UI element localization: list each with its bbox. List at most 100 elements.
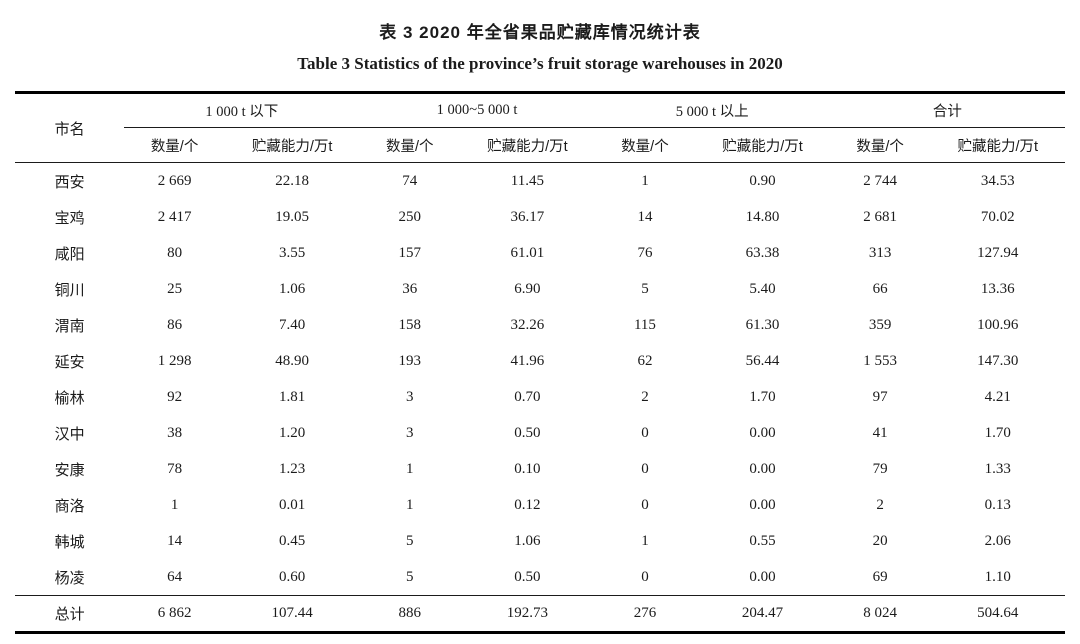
value-cell: 1.06 — [279, 280, 306, 297]
table-row: 宝鸡 2 417 19.05 250 36.17 14 14.80 2 681 70.02 — [15, 199, 1065, 235]
table-row: 铜川 25 1.06 36 6.90 5 5.40 66 13.36 — [15, 271, 1065, 307]
value-cell: 1 — [641, 532, 649, 549]
table-row: 安康 78 1.23 1 0.10 0 0.00 79 1.33 — [15, 451, 1065, 487]
value-cell: 0 — [641, 460, 649, 477]
group-header-over-5000t: 5 000 t 以上 — [594, 92, 830, 128]
value-cell: 0.00 — [749, 496, 776, 513]
value-cell: 1.23 — [279, 460, 306, 477]
value-cell: 5 — [359, 559, 461, 596]
value-cell: 76 — [637, 244, 653, 261]
city-cell: 渭南 — [54, 317, 85, 335]
total-row: 总计 6 862 107.44 886 192.73 276 204.47 8 024 504.… — [15, 596, 1065, 633]
value-cell: 2.06 — [984, 532, 1011, 549]
value-cell: 86 — [167, 316, 183, 333]
value-cell: 193 — [398, 352, 422, 369]
quantity-header-cell: 数量/个 — [594, 127, 696, 163]
value-cell: 127.94 — [977, 244, 1019, 261]
value-cell: 1 553 — [863, 352, 898, 369]
total-value-cell: 6 862 — [157, 605, 192, 621]
value-cell: 0 — [641, 424, 649, 441]
total-value-cell: 886 — [398, 605, 422, 621]
value-cell: 0.01 — [279, 496, 306, 513]
value-cell: 56.44 — [745, 352, 780, 369]
value-cell: 3.55 — [279, 244, 306, 261]
value-cell: 63.38 — [745, 244, 780, 261]
table-row: 汉中 38 1.20 3 0.50 0 0.00 41 1.70 — [15, 415, 1065, 451]
value-cell: 5 — [406, 532, 414, 549]
value-cell: 14 — [167, 532, 183, 549]
value-cell: 48.90 — [275, 352, 310, 369]
value-cell: 25 — [167, 280, 183, 297]
city-column-header: 市名 — [15, 92, 125, 163]
city-cell: 铜川 — [54, 281, 85, 299]
value-cell: 2 — [876, 496, 884, 513]
value-cell: 5 — [641, 280, 649, 297]
city-cell: 韩城 — [54, 533, 85, 551]
table-row: 延安 1 298 48.90 193 41.96 62 56.44 1 553 147.30 — [15, 343, 1065, 379]
value-cell: 38 — [167, 424, 183, 441]
value-cell: 0 — [641, 496, 649, 513]
value-cell: 14.80 — [745, 208, 780, 225]
table-row: 渭南 86 7.40 158 32.26 115 61.30 359 100.96 — [15, 307, 1065, 343]
value-cell: 19.05 — [275, 208, 310, 225]
value-cell: 69 — [829, 559, 931, 596]
table-row: 商洛 1 0.01 1 0.12 0 0.00 2 0.13 — [15, 487, 1065, 523]
value-cell: 1 — [406, 460, 414, 477]
value-cell: 62 — [637, 352, 653, 369]
total-value-cell: 192.73 — [506, 605, 548, 621]
total-value-cell: 276 — [633, 605, 657, 621]
city-cell: 咸阳 — [54, 245, 85, 263]
value-cell: 41.96 — [510, 352, 545, 369]
group-header-total: 合计 — [829, 92, 1065, 128]
table-caption-en: Table 3 Statistics of the province’s fru… — [297, 54, 783, 73]
value-cell: 3 — [406, 424, 414, 441]
value-cell: 0.45 — [279, 532, 306, 549]
value-cell: 0.50 — [514, 424, 541, 441]
capacity-header-cell: 贮藏能力/万t — [224, 127, 360, 163]
value-cell: 80 — [167, 244, 183, 261]
value-cell: 0.50 — [460, 559, 595, 596]
value-cell: 2 681 — [863, 208, 898, 225]
value-cell: 14 — [637, 208, 653, 225]
value-cell: 61.30 — [745, 316, 780, 333]
value-cell: 22.18 — [275, 172, 310, 189]
value-cell: 147.30 — [977, 352, 1019, 369]
city-cell: 宝鸡 — [54, 209, 85, 227]
value-cell: 2 669 — [157, 172, 192, 189]
value-cell: 13.36 — [980, 280, 1015, 297]
value-cell: 0.13 — [984, 496, 1011, 513]
value-cell: 157 — [398, 244, 422, 261]
value-cell: 0.00 — [749, 460, 776, 477]
value-cell: 66 — [872, 280, 888, 297]
value-cell: 64 — [124, 559, 225, 596]
value-cell: 5.40 — [749, 280, 776, 297]
table-body: 西安 2 669 22.18 74 11.45 1 0.90 2 744 34.53 宝鸡 2 41… — [15, 163, 1065, 596]
city-cell: 西安 — [54, 173, 85, 191]
city-cell: 商洛 — [54, 497, 85, 515]
table-row: 榆林 92 1.81 3 0.70 2 1.70 97 4.21 — [15, 379, 1065, 415]
value-cell: 115 — [633, 316, 656, 333]
value-cell: 100.96 — [977, 316, 1019, 333]
value-cell: 0.90 — [749, 172, 776, 189]
value-cell: 0 — [594, 559, 696, 596]
group-header-1000-5000t: 1 000~5 000 t — [359, 92, 595, 128]
value-cell: 20 — [872, 532, 888, 549]
fruit-storage-statistics-table: 市名 1 000 t 以下 1 000~5 000 t 5 000 t 以上 合… — [15, 91, 1065, 634]
value-cell: 2 417 — [157, 208, 192, 225]
total-value-cell: 204.47 — [741, 605, 784, 621]
value-cell: 0.10 — [514, 460, 541, 477]
value-cell: 0.55 — [749, 532, 776, 549]
value-cell: 0.00 — [695, 559, 830, 596]
value-cell: 1.06 — [514, 532, 541, 549]
value-cell: 79 — [872, 460, 888, 477]
value-cell: 1.10 — [930, 559, 1065, 596]
total-value-cell: 8 024 — [863, 605, 898, 621]
value-cell: 0.60 — [224, 559, 360, 596]
city-cell: 汉中 — [54, 425, 85, 443]
value-cell: 1 — [170, 496, 179, 513]
value-cell: 250 — [398, 208, 422, 225]
total-value-cell: 107.44 — [271, 605, 313, 621]
value-cell: 0.00 — [749, 424, 776, 441]
group-header-row: 市名 1 000 t 以下 1 000~5 000 t 5 000 t 以上 合… — [15, 92, 1065, 163]
